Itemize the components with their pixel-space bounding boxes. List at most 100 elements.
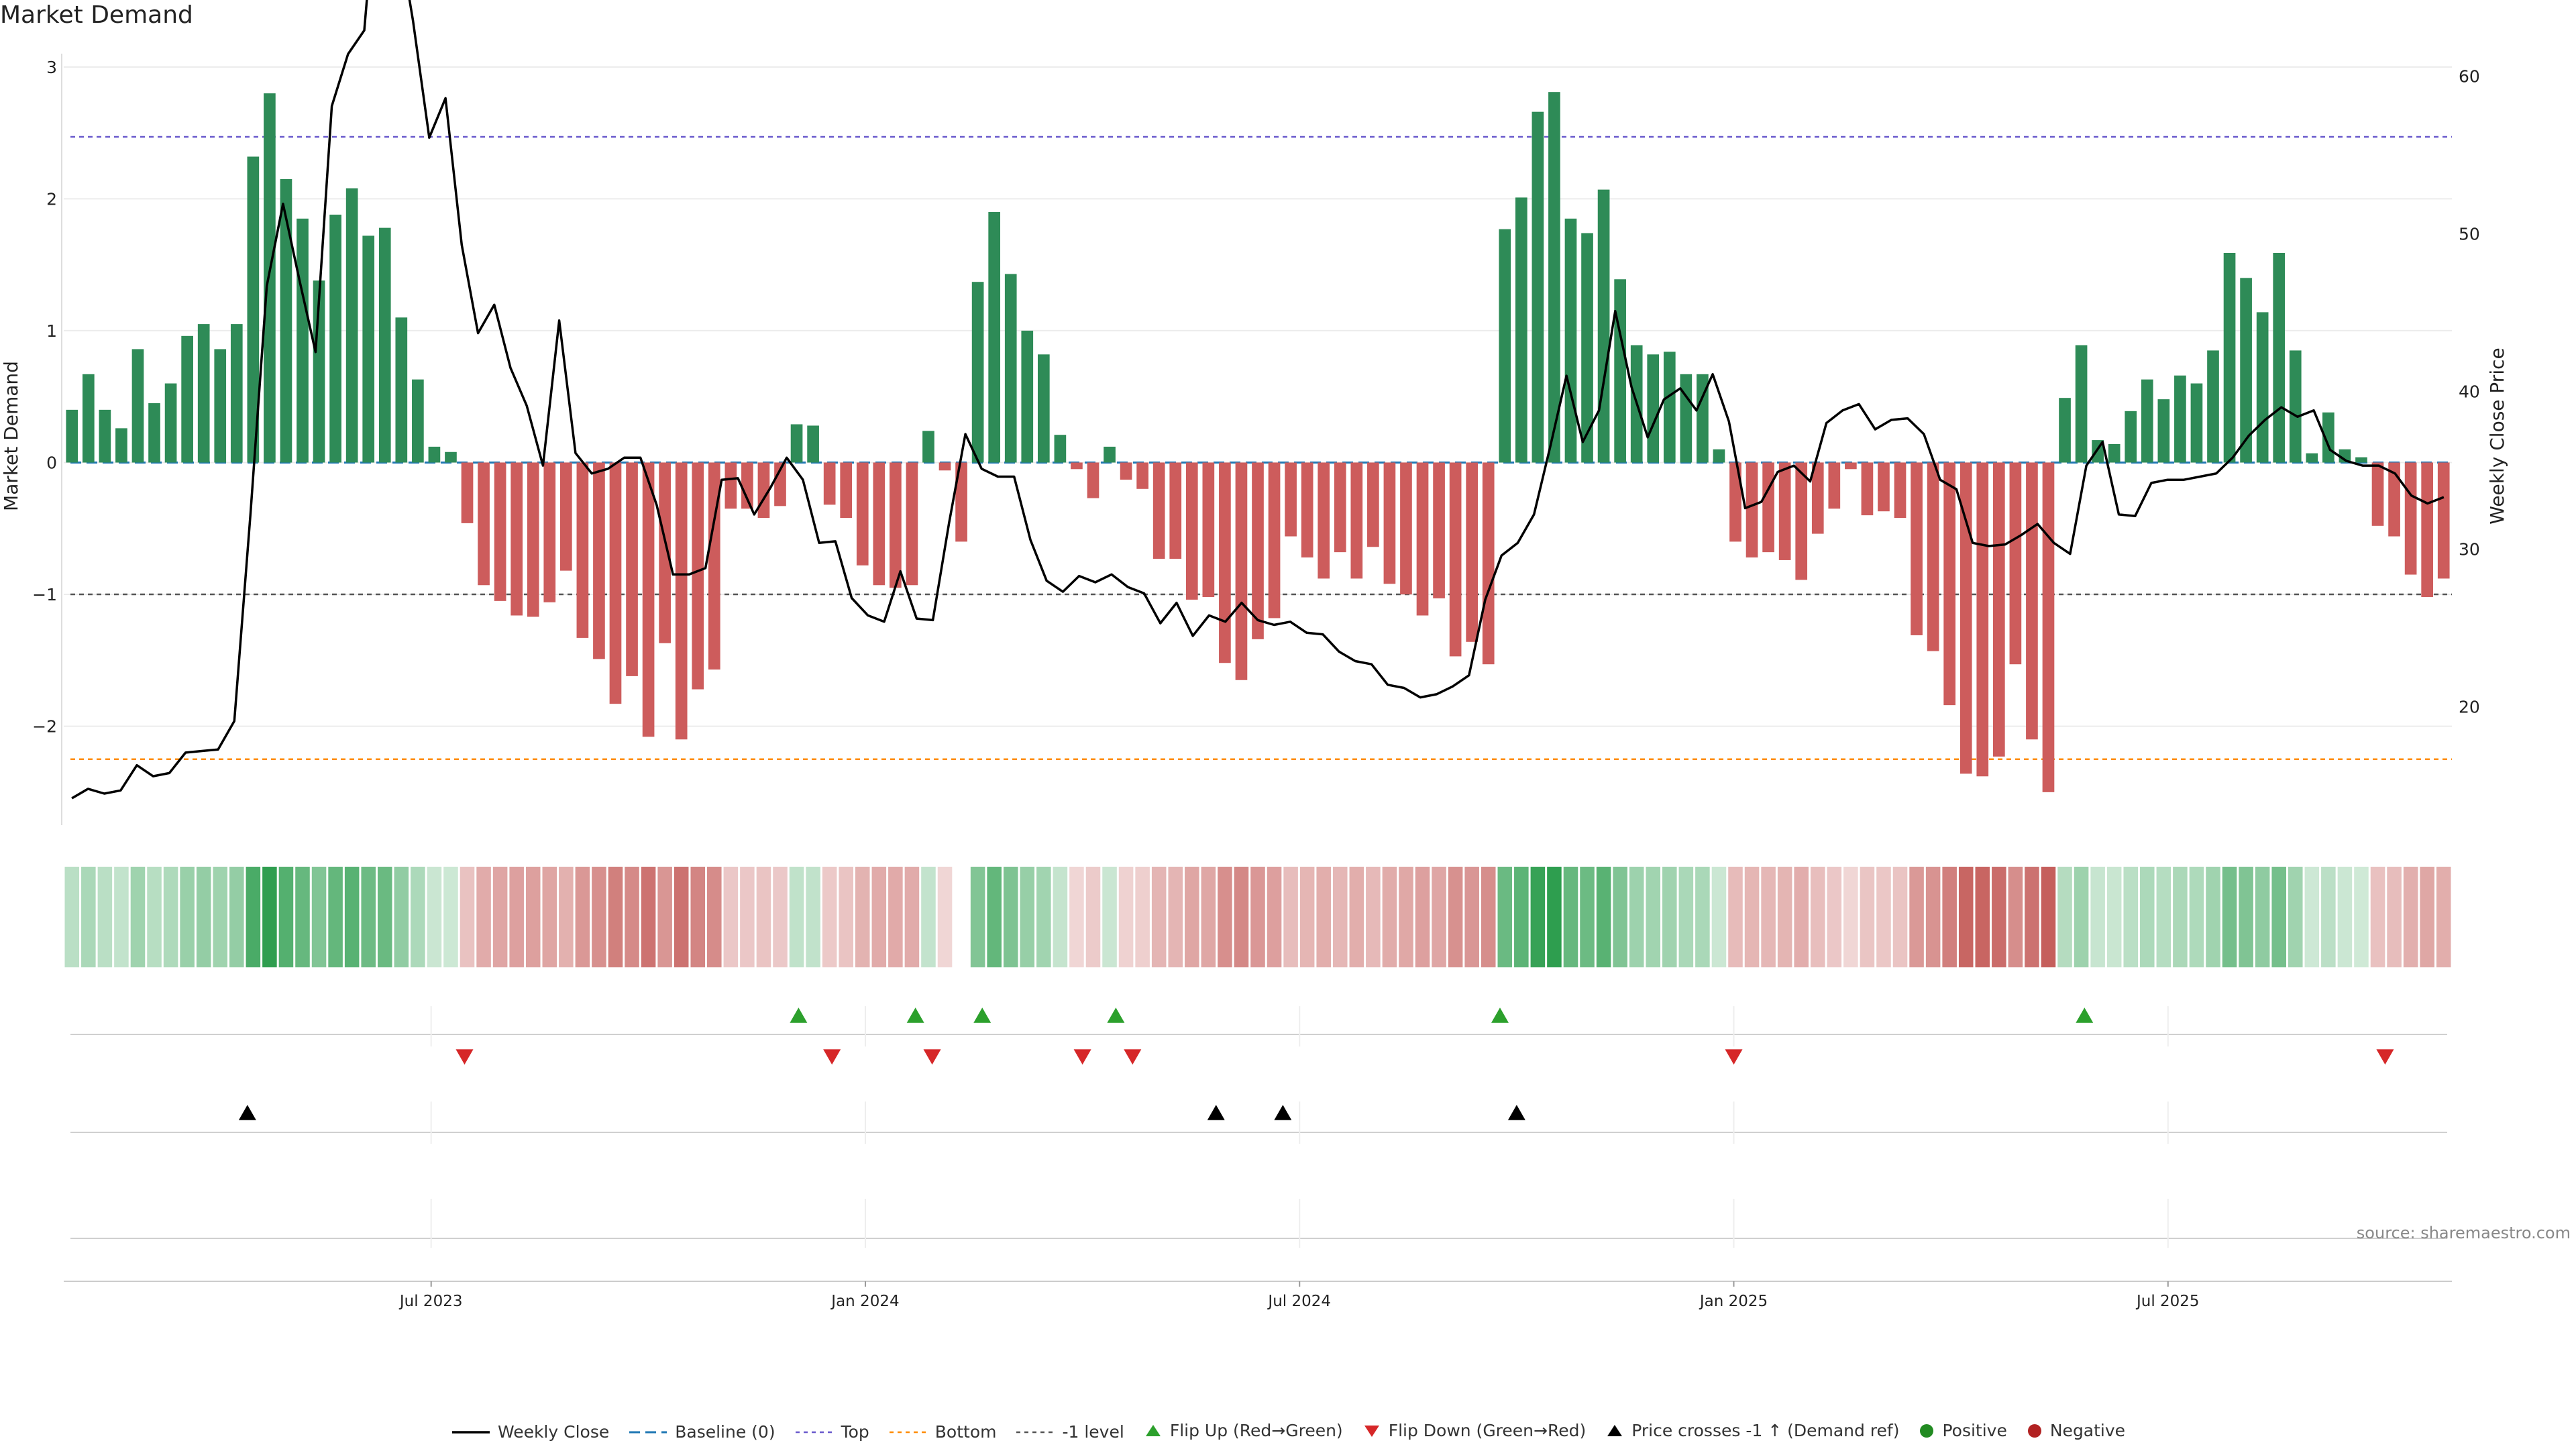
demand-bar (247, 156, 260, 463)
heat-cell (855, 867, 870, 967)
demand-bar (2207, 350, 2219, 463)
demand-bar (971, 282, 984, 463)
heat-cell (2337, 867, 2353, 967)
heat-cell (460, 867, 475, 967)
heat-cell (1563, 867, 1578, 967)
heat-cell (1958, 867, 1974, 967)
x-tick-label: Jul 2023 (398, 1293, 463, 1310)
heat-cell (1761, 867, 1776, 967)
demand-bar (2371, 462, 2384, 526)
demand-bar (1219, 462, 1231, 663)
heat-cell (2239, 867, 2253, 967)
demand-bar (1697, 374, 1709, 463)
heat-cell (344, 867, 360, 967)
flip-down-marker (2376, 1049, 2394, 1065)
demand-bar (1087, 462, 1099, 498)
heat-cell (1382, 867, 1397, 967)
demand-bar (840, 462, 853, 519)
heat-cell (756, 867, 771, 967)
legend-label: Flip Up (Red→Green) (1169, 1421, 1343, 1440)
heat-cell (492, 867, 508, 967)
heat-cell (2222, 867, 2237, 967)
heat-cell (1942, 867, 1957, 967)
heat-cell (690, 867, 706, 967)
demand-bar (1152, 462, 1165, 559)
flip-down-marker (1124, 1049, 1142, 1065)
heat-cell (1827, 867, 1842, 967)
heat-cell (377, 867, 392, 967)
heat-cell (180, 867, 195, 967)
demand-bar (1054, 435, 1067, 463)
demand-bar (938, 462, 951, 471)
heat-cell (1678, 867, 1694, 967)
demand-bar (1828, 462, 1841, 509)
heat-cell (525, 867, 541, 967)
heat-cell (262, 867, 277, 967)
demand-bar (988, 212, 1001, 463)
page-title: Market Demand (0, 1, 193, 29)
heat-cell (509, 867, 524, 967)
heat-cell (328, 867, 343, 967)
y-tick-label: −1 (32, 585, 57, 604)
demand-bar (1252, 462, 1264, 639)
demand-bar (494, 462, 506, 601)
demand-bar (197, 324, 210, 463)
heat-cell (2255, 867, 2270, 967)
demand-bar (2223, 252, 2236, 463)
demand-bar (659, 462, 671, 643)
heat-cell (2354, 867, 2369, 967)
flip-down-marker (1725, 1049, 1743, 1065)
heat-cell (1432, 867, 1446, 967)
y-axis-label: Market Demand (0, 361, 22, 511)
heat-cell (130, 867, 146, 967)
demand-bar (1449, 462, 1462, 657)
demand-bar (131, 349, 144, 463)
demand-bar (675, 462, 688, 740)
demand-bar (362, 235, 375, 463)
demand-bar (576, 462, 589, 638)
heat-cell (1629, 867, 1644, 967)
demand-bar (1334, 462, 1346, 553)
y2-tick-label: 60 (2459, 67, 2480, 87)
price-cross-marker (1274, 1105, 1292, 1120)
heat-cell (542, 867, 557, 967)
demand-bar (1120, 462, 1132, 480)
demand-bar (1564, 218, 1577, 463)
demand-bar (1911, 462, 1923, 635)
demand-bar (1185, 462, 1198, 600)
demand-bar (543, 462, 556, 602)
heat-cell (1662, 867, 1677, 967)
heat-cell (64, 867, 80, 967)
heat-cell (987, 867, 1002, 967)
weekly-close-line (71, 0, 2445, 800)
heat-cell (1102, 867, 1117, 967)
demand-bar (527, 462, 539, 617)
legend-item-bottom: Bottom (888, 1422, 996, 1442)
heat-cell (625, 867, 639, 967)
legend-label: Weekly Close (497, 1422, 610, 1442)
demand-bar (1301, 462, 1313, 557)
heat-cell (559, 867, 574, 967)
demand-bar (856, 462, 869, 566)
demand-bar (642, 462, 655, 737)
heat-cell (1332, 867, 1348, 967)
legend-item-flipup: Flip Up (Red→Green) (1143, 1421, 1343, 1440)
demand-bar (1746, 462, 1758, 557)
heat-cell (213, 867, 228, 967)
heat-cell (163, 867, 178, 967)
demand-bar (2273, 252, 2286, 463)
x-tick-label: Jul 2024 (1267, 1293, 1331, 1310)
demand-bar (1367, 462, 1379, 547)
heat-cell (1695, 867, 1710, 967)
demand-bar (1548, 92, 1560, 463)
demand-bar (181, 335, 193, 463)
demand-bar (741, 462, 753, 509)
legend-item-flipdown: Flip Down (Green→Red) (1362, 1421, 1586, 1440)
heat-cell (147, 867, 162, 967)
heat-cell (1497, 867, 1513, 967)
demand-bar (807, 425, 819, 463)
heat-cell (2420, 867, 2434, 967)
x-tick-label: Jan 2024 (830, 1293, 899, 1310)
heat-cell (2189, 867, 2204, 967)
